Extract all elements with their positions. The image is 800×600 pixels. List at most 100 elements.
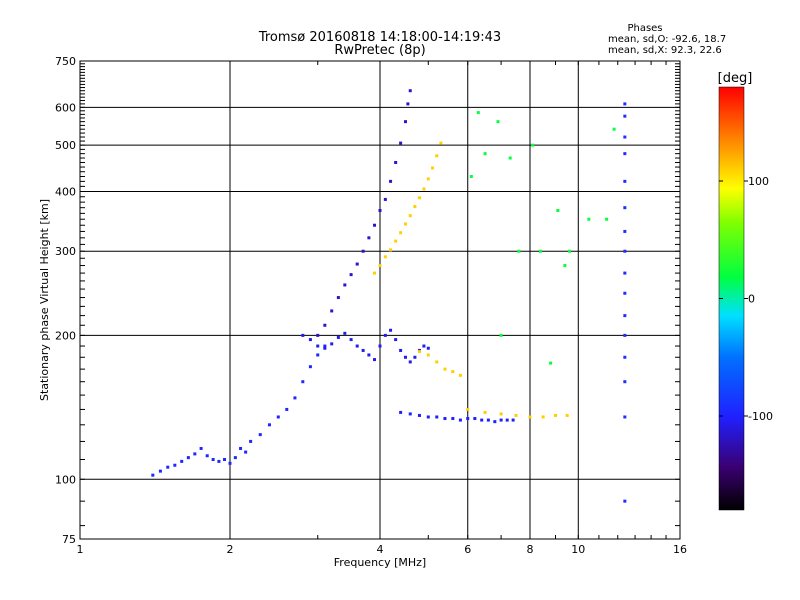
echo-point bbox=[439, 141, 443, 145]
echo-point bbox=[403, 222, 407, 226]
echo-point bbox=[378, 344, 382, 348]
echo-point bbox=[435, 415, 439, 419]
colorbar-tick-label: -100 bbox=[748, 410, 773, 423]
colorbar-tick-label: 100 bbox=[748, 175, 769, 188]
echo-point bbox=[383, 197, 387, 201]
stats-o-mode: mean, sd,O: -92.6, 18.7 bbox=[608, 34, 726, 45]
echo-point bbox=[394, 239, 398, 243]
echo-point bbox=[623, 499, 627, 503]
grid-lines bbox=[80, 61, 680, 539]
echo-point bbox=[336, 296, 340, 300]
echo-point bbox=[473, 417, 477, 421]
echo-point bbox=[483, 152, 487, 156]
echo-point bbox=[605, 217, 609, 221]
axis-ticks: 1 2 4 6 8 10 16 75 100 200 300 400 500 600 750 bbox=[55, 55, 687, 556]
colorbar-tick-label: 0 bbox=[748, 293, 755, 306]
y-tick-label: 400 bbox=[55, 185, 76, 198]
echo-point bbox=[233, 456, 237, 460]
echo-point bbox=[623, 179, 627, 183]
echo-point bbox=[228, 461, 232, 465]
echo-point bbox=[486, 418, 490, 422]
echo-point bbox=[205, 454, 209, 458]
echo-point bbox=[217, 459, 221, 463]
echo-point bbox=[293, 396, 297, 400]
echo-point bbox=[417, 413, 421, 417]
echo-point bbox=[417, 350, 421, 354]
echo-point bbox=[623, 291, 627, 295]
echo-point bbox=[623, 206, 627, 210]
x-tick-label: 16 bbox=[673, 543, 687, 556]
echo-point bbox=[587, 217, 591, 221]
echo-point bbox=[422, 344, 426, 348]
echo-point bbox=[349, 338, 353, 342]
echo-point bbox=[330, 342, 334, 346]
echo-point bbox=[285, 407, 289, 411]
echo-point bbox=[399, 231, 403, 235]
echo-point bbox=[173, 463, 177, 467]
echo-point bbox=[623, 229, 627, 233]
echo-point bbox=[426, 177, 430, 181]
echo-point bbox=[541, 415, 545, 419]
echo-point bbox=[276, 415, 280, 419]
echo-point bbox=[151, 473, 155, 477]
echo-point bbox=[378, 264, 382, 268]
y-tick-label: 500 bbox=[55, 139, 76, 152]
echo-point bbox=[367, 353, 371, 357]
echo-point bbox=[316, 353, 320, 357]
echo-point bbox=[511, 418, 515, 422]
echo-point bbox=[426, 346, 430, 350]
echo-point bbox=[565, 413, 569, 417]
echo-point bbox=[180, 459, 184, 463]
echo-point bbox=[186, 456, 190, 460]
echo-point bbox=[623, 114, 627, 118]
echo-point bbox=[408, 89, 412, 93]
echo-point bbox=[458, 418, 462, 422]
echo-point bbox=[413, 205, 417, 209]
echo-point bbox=[249, 439, 253, 443]
x-tick-label: 8 bbox=[527, 543, 534, 556]
echo-point bbox=[476, 111, 480, 115]
echo-point bbox=[323, 323, 327, 327]
echo-point bbox=[539, 249, 543, 253]
echo-point bbox=[623, 152, 627, 156]
x-tick-label: 1 bbox=[77, 543, 84, 556]
colorbar-ticks: 100 0 -100 bbox=[719, 175, 773, 423]
echo-point bbox=[443, 417, 447, 421]
echo-point bbox=[466, 407, 470, 411]
echo-point bbox=[373, 271, 377, 275]
echo-point bbox=[361, 249, 365, 253]
echo-point bbox=[308, 365, 312, 369]
echo-point bbox=[199, 446, 203, 450]
echo-point bbox=[451, 417, 455, 421]
echo-point bbox=[323, 344, 327, 348]
echo-point bbox=[406, 102, 410, 106]
echo-point bbox=[408, 214, 412, 218]
echo-point bbox=[389, 179, 393, 183]
echo-point bbox=[623, 271, 627, 275]
echo-point bbox=[443, 367, 447, 371]
echo-point bbox=[378, 209, 382, 213]
echo-point bbox=[483, 410, 487, 414]
echo-point bbox=[158, 469, 162, 473]
echo-point bbox=[330, 309, 334, 313]
echo-point bbox=[258, 433, 262, 437]
echo-point bbox=[493, 420, 497, 424]
x-tick-label: 10 bbox=[571, 543, 585, 556]
echo-points bbox=[151, 89, 627, 503]
echo-point bbox=[211, 457, 215, 461]
echo-point bbox=[469, 174, 473, 178]
echo-point bbox=[528, 415, 532, 419]
echo-point bbox=[499, 418, 503, 422]
echo-point bbox=[308, 338, 312, 342]
echo-point bbox=[553, 413, 557, 417]
x-tick-label: 2 bbox=[227, 543, 234, 556]
echo-point bbox=[623, 314, 627, 318]
echo-point bbox=[431, 166, 435, 170]
echo-point bbox=[567, 249, 571, 253]
echo-point bbox=[623, 380, 627, 384]
echo-point bbox=[383, 333, 387, 337]
y-tick-label: 600 bbox=[55, 101, 76, 114]
echo-point bbox=[514, 413, 518, 417]
y-tick-label: 750 bbox=[55, 55, 76, 68]
